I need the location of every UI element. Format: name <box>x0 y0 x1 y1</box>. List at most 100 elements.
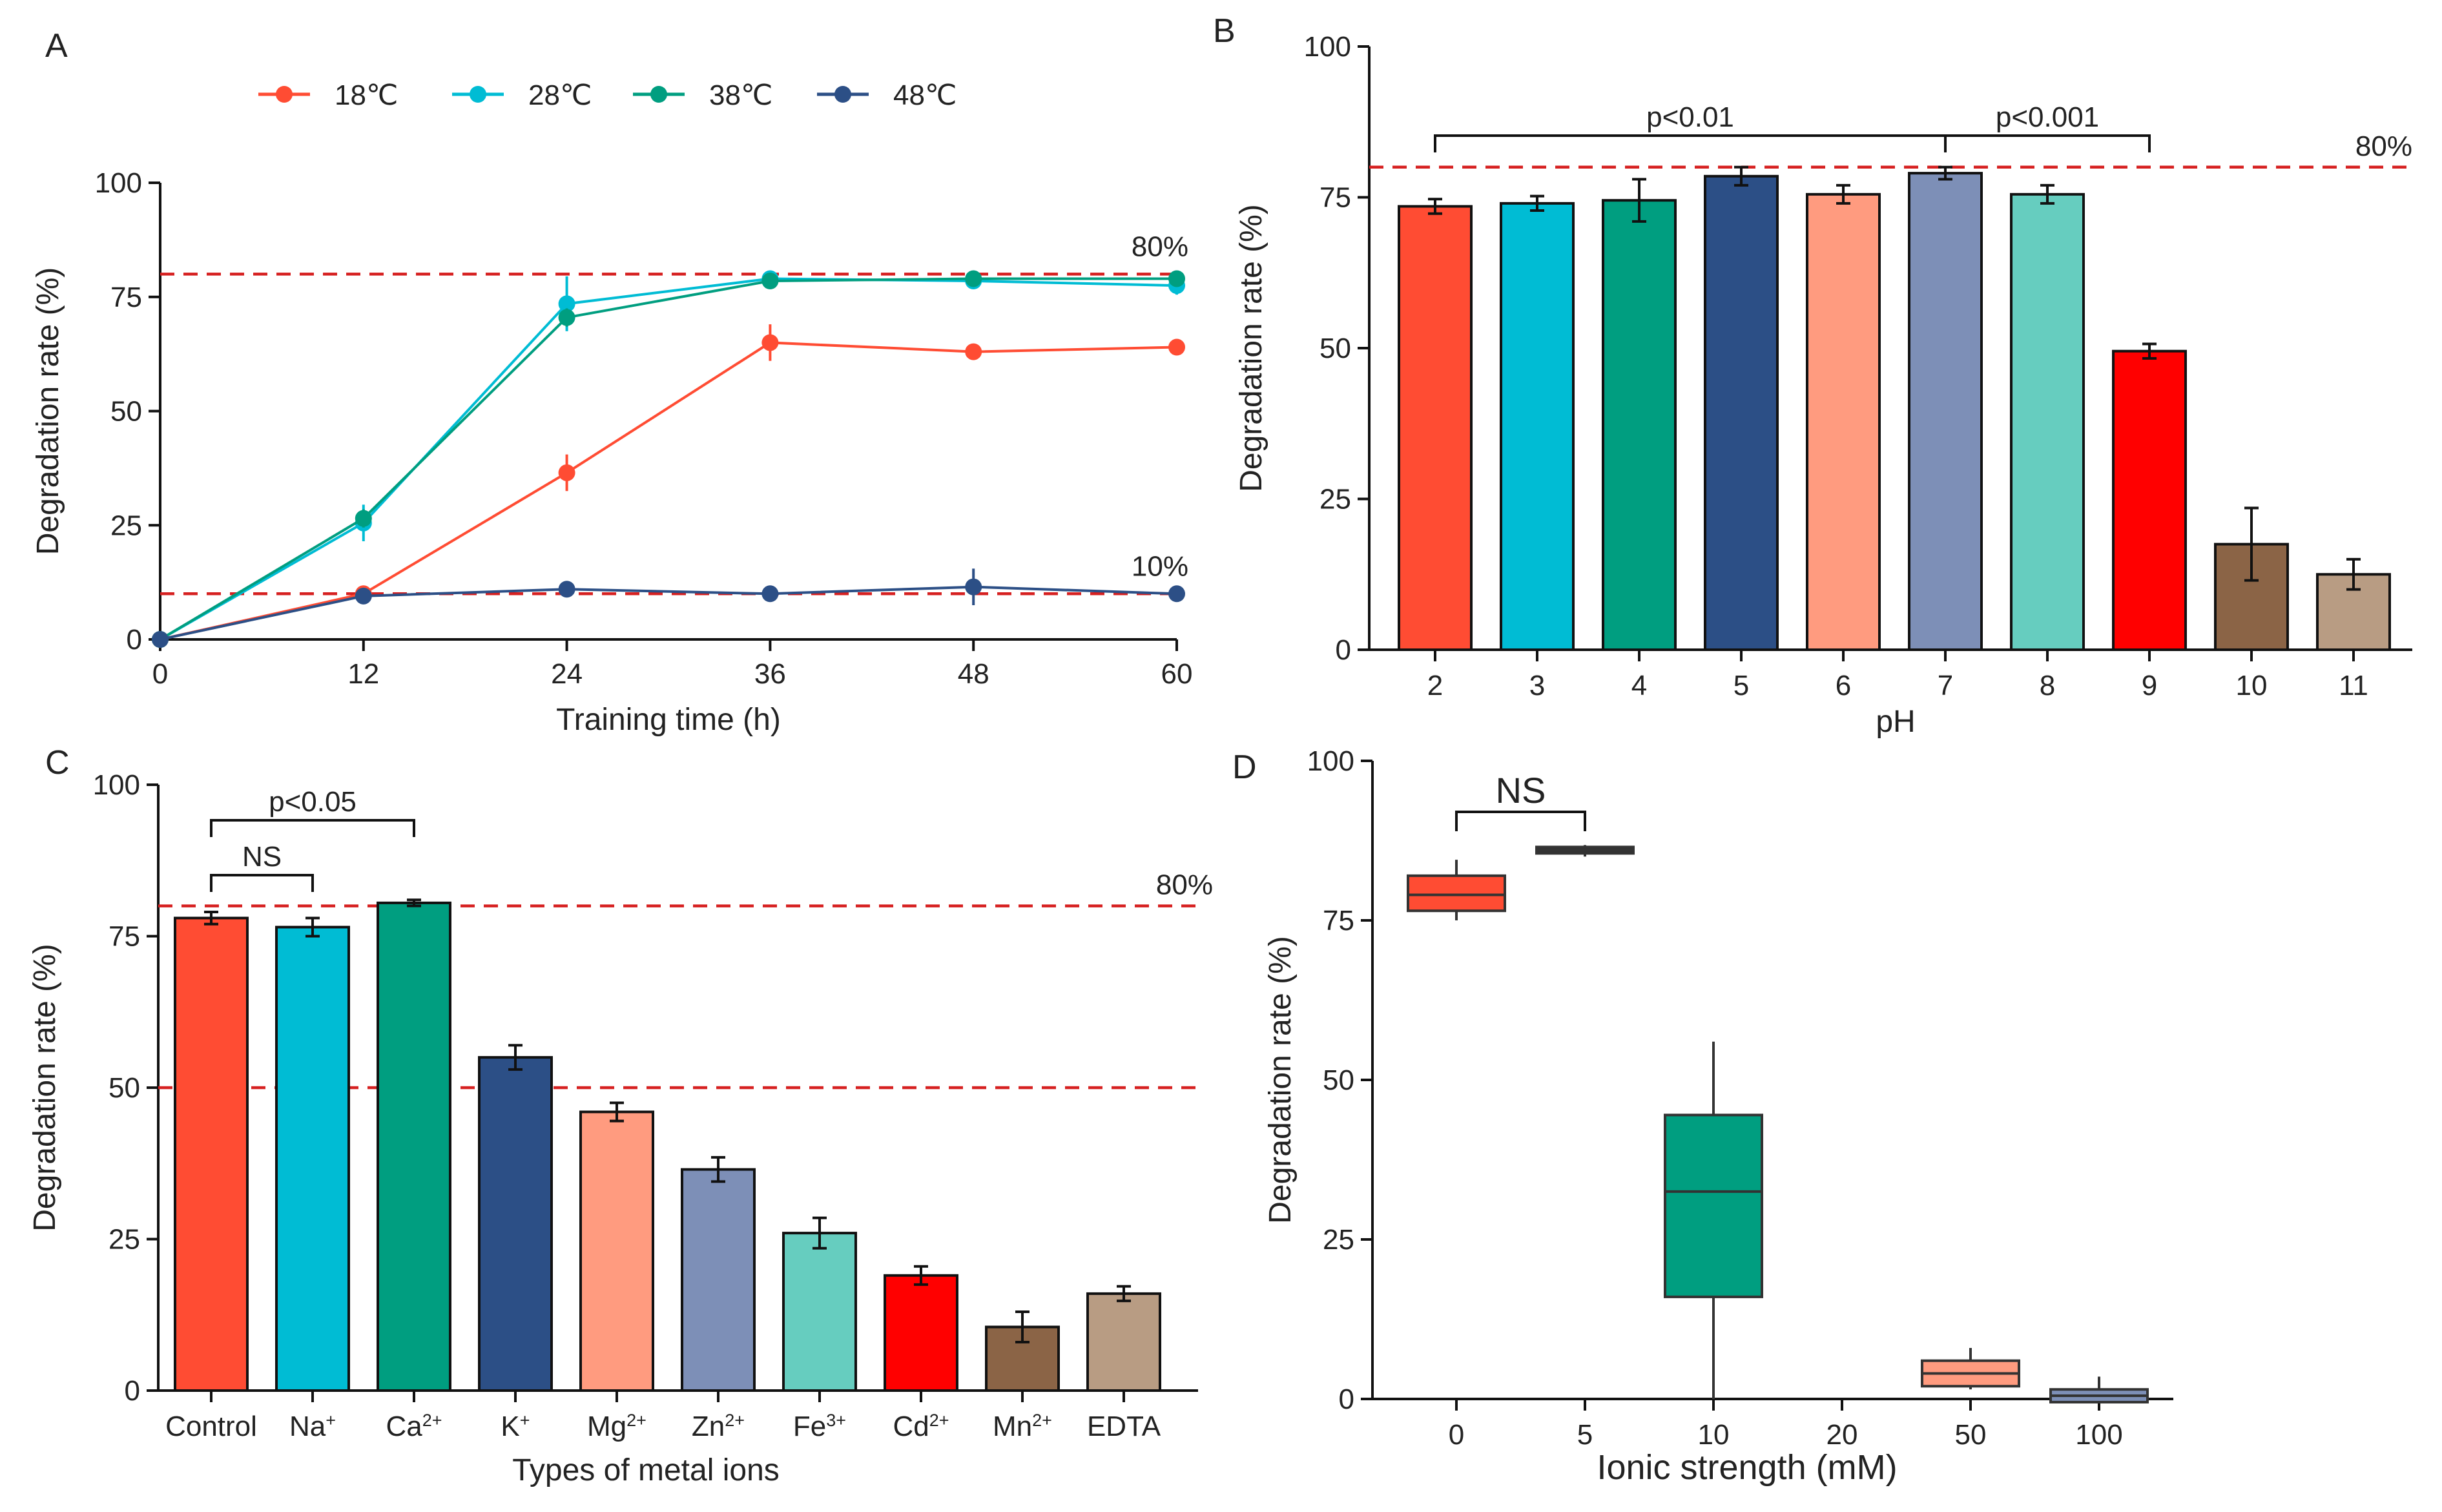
bar <box>1602 199 1677 652</box>
x-tick-label: Mg2+ <box>587 1411 647 1442</box>
panel-c: C 0 25 50 75 100 Degradation rate (%) 80% Contr… <box>28 744 1213 1487</box>
significance-label: p<0.01 <box>1646 101 1734 133</box>
bar <box>1086 1292 1161 1393</box>
y-tick-label: 50 <box>109 1072 140 1104</box>
y-axis-label: Degradation rate (%) <box>1263 936 1298 1224</box>
x-tick-label: 8 <box>2040 670 2055 701</box>
series-line <box>160 585 1177 641</box>
x-tick-label: 5 <box>1733 670 1749 701</box>
bar <box>478 1056 553 1392</box>
y-tick-label: 0 <box>125 1375 140 1407</box>
x-tick-label-base: Cd <box>893 1411 929 1442</box>
legend-swatch-marker <box>834 86 851 103</box>
data-point <box>761 334 779 351</box>
x-tick-label-sup: 2+ <box>725 1411 745 1430</box>
x-tick-label: Ca2+ <box>386 1411 442 1442</box>
legend-swatch-marker <box>276 86 293 103</box>
y-tick-label: 100 <box>1307 745 1354 777</box>
y-tick-label: 50 <box>1319 333 1351 364</box>
bar <box>1704 174 1779 651</box>
x-tick-label: 0 <box>152 658 168 690</box>
bar <box>1806 192 1881 651</box>
x-tick-label: Mn2+ <box>993 1411 1052 1442</box>
error-bar <box>812 1216 827 1250</box>
bar <box>782 1232 857 1392</box>
x-axis-label: Training time (h) <box>556 703 781 737</box>
x-tick-label: 7 <box>1938 670 1953 701</box>
x-tick-label: 11 <box>2339 670 2368 701</box>
error-bar <box>2244 506 2259 582</box>
bar <box>2112 349 2187 651</box>
legend-label: 48℃ <box>893 79 957 111</box>
legend-swatch-marker <box>470 86 486 103</box>
legend-label: 28℃ <box>528 79 592 111</box>
bar <box>579 1110 654 1393</box>
x-tick-label: 48 <box>958 658 989 690</box>
error-bar <box>2346 557 2361 591</box>
bar <box>1500 202 1575 651</box>
error-bar <box>305 917 320 938</box>
x-tick-label-sup: 2+ <box>422 1411 442 1430</box>
data-point <box>965 578 982 595</box>
box <box>1407 874 1506 913</box>
y-tick-label: 100 <box>95 167 142 199</box>
data-point <box>355 587 372 605</box>
error-bar <box>204 910 218 926</box>
error-bar <box>1530 194 1544 212</box>
y-tick-label: 25 <box>110 510 142 541</box>
bar <box>275 926 350 1393</box>
bar <box>2010 192 2085 651</box>
error-bar <box>711 1155 725 1183</box>
y-tick-label: 0 <box>127 624 142 656</box>
x-tick-label: Na+ <box>289 1411 336 1442</box>
significance-bracket <box>1455 811 1586 831</box>
data-point <box>965 270 982 287</box>
error-bar <box>914 1265 928 1286</box>
error-bar <box>1734 165 1748 187</box>
error-bar <box>1428 198 1442 215</box>
bar <box>1908 172 1983 651</box>
bar <box>377 901 451 1393</box>
y-tick-label: 0 <box>1336 634 1351 666</box>
error-bar <box>1117 1285 1131 1303</box>
y-tick-label: 75 <box>110 282 142 313</box>
reference-line-label: 10% <box>1132 550 1188 582</box>
x-tick-label: 50 <box>1955 1419 1987 1451</box>
error-bar <box>1938 165 1952 181</box>
x-axis-label: pH <box>1876 705 1915 739</box>
series-line <box>159 277 1177 641</box>
bar <box>681 1168 756 1392</box>
panel-letter-b: B <box>1213 12 1236 50</box>
y-tick-label: 100 <box>93 769 140 801</box>
reference-line-label: 80% <box>2355 130 2412 162</box>
x-tick-label: Zn2+ <box>692 1411 745 1442</box>
y-tick-label: 25 <box>1323 1224 1354 1256</box>
significance-label: p<0.05 <box>269 786 357 818</box>
series-line <box>160 277 1177 641</box>
significance-label: NS <box>1496 770 1546 811</box>
x-tick-label: 10 <box>2236 670 2268 701</box>
x-tick-label-sup: + <box>520 1411 530 1430</box>
x-tick-label-base: Mn <box>993 1411 1032 1442</box>
significance-label: p<0.001 <box>1996 101 2099 133</box>
x-tick-label-base: Na <box>289 1411 326 1442</box>
series-line <box>160 341 1177 641</box>
data-point <box>1168 270 1185 287</box>
x-tick-label-base: Zn <box>692 1411 725 1442</box>
panel-a: A 0 25 50 75 100 Degradation rate (%) 0 12 24 36 4… <box>31 27 1192 737</box>
x-tick-label: 0 <box>1449 1419 1464 1451</box>
error-bar <box>1836 183 1850 205</box>
x-tick-label: 100 <box>2075 1419 2122 1451</box>
x-tick-label-base: EDTA <box>1087 1411 1161 1442</box>
x-tick-label: K+ <box>501 1411 530 1442</box>
data-point <box>558 581 575 598</box>
significance-label: NS <box>242 841 282 873</box>
data-point <box>152 631 169 648</box>
data-point <box>558 464 575 481</box>
y-axis-label: Degradation rate (%) <box>1234 204 1268 492</box>
significance-bracket <box>1944 134 2151 152</box>
x-axis-label: Ionic strength (mM) <box>1597 1448 1897 1487</box>
error-bar <box>1632 178 1646 223</box>
data-point <box>558 295 575 313</box>
x-tick-label-sup: + <box>326 1411 336 1430</box>
